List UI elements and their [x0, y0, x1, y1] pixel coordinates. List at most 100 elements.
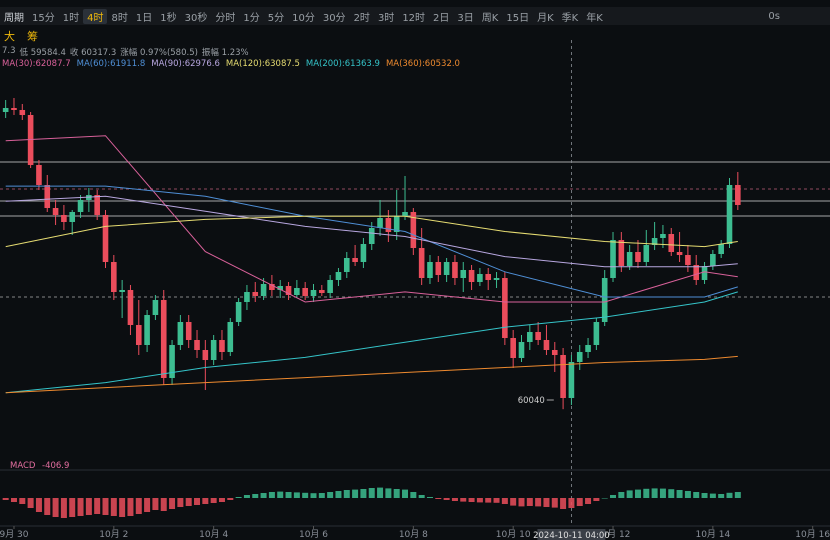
macd-bar	[734, 492, 741, 498]
interval-button[interactable]: 15分	[32, 12, 55, 24]
candle-body	[69, 212, 76, 222]
candle-body	[543, 340, 550, 350]
candle-body	[52, 208, 59, 215]
macd-bar	[426, 497, 433, 498]
macd-bar	[77, 498, 84, 516]
interval-button[interactable]: 30分	[322, 12, 346, 24]
candle-body	[360, 244, 367, 262]
macd-bar	[160, 498, 167, 511]
macd-bar	[518, 498, 525, 507]
interval-button[interactable]: 季K	[561, 12, 579, 24]
candle-body	[277, 286, 284, 290]
interval-button[interactable]: 1秒	[160, 12, 177, 24]
tool-button[interactable]: 筹	[27, 30, 38, 43]
x-tick-label: 10月 16	[795, 529, 830, 540]
candle-body	[427, 262, 433, 278]
interval-button[interactable]: 30秒	[184, 12, 208, 24]
interval-button[interactable]: 年K	[586, 12, 603, 24]
macd-bar	[360, 489, 367, 498]
candle-body	[576, 352, 583, 362]
interval-button[interactable]: 4时	[83, 8, 108, 24]
macd-bar	[701, 493, 708, 498]
macd-bar	[618, 492, 625, 498]
candle-body	[61, 215, 67, 222]
candle-body	[343, 258, 350, 272]
crosshair-label: 2024-10-11 04:00	[533, 531, 610, 540]
info-item: 收 60317.3	[69, 48, 117, 58]
ma-line	[5, 291, 738, 394]
interval-button[interactable]: 10分	[292, 12, 315, 24]
candle-body	[77, 200, 84, 212]
candle-body	[618, 240, 625, 266]
candle-body	[701, 266, 708, 280]
candle-body	[485, 274, 492, 280]
macd-bar	[668, 489, 675, 498]
macd-bar	[302, 492, 309, 498]
legend-entry: MA(90):62976.6	[151, 59, 220, 69]
candle-body	[560, 355, 566, 398]
macd-bar	[576, 498, 583, 506]
candle-body	[202, 350, 209, 360]
macd-bar	[343, 490, 350, 498]
x-tick-label: 10月 12	[596, 529, 631, 540]
candle-body	[310, 290, 317, 296]
interval-button[interactable]: 3时	[377, 12, 395, 24]
info-item: 振幅 1.23%	[201, 48, 249, 58]
candle-body	[177, 322, 184, 345]
candle-body	[610, 240, 616, 278]
candle-body	[94, 195, 100, 215]
candle-body	[335, 272, 342, 280]
info-item: 涨幅 0.97%(580.5)	[120, 48, 198, 58]
macd-bar	[352, 489, 359, 498]
candle-body	[527, 332, 533, 342]
macd-bar	[60, 498, 67, 518]
macd-bar	[593, 498, 600, 501]
interval-button[interactable]: 15日	[506, 12, 530, 24]
macd-bar	[152, 498, 159, 510]
interval-button[interactable]: 12时	[402, 12, 426, 24]
candle-body	[435, 262, 442, 275]
macd-bar	[210, 498, 217, 503]
tool-button[interactable]: 大	[4, 30, 15, 43]
macd-value: -406.9	[42, 461, 69, 471]
candle-body	[44, 185, 51, 208]
interval-button[interactable]: 1时	[62, 12, 80, 24]
candle-body	[676, 252, 683, 255]
candle-body	[319, 290, 325, 293]
candle-body	[260, 284, 267, 296]
candle-body	[127, 290, 134, 325]
interval-button[interactable]: 1分	[243, 12, 260, 24]
interval-button[interactable]: 5分	[267, 12, 285, 24]
interval-button[interactable]: 分时	[215, 12, 236, 24]
interval-button[interactable]: 2时	[353, 12, 370, 24]
candle-body	[452, 262, 458, 278]
interval-button[interactable]: 月K	[537, 12, 554, 24]
macd-bar	[510, 498, 517, 506]
macd-bar	[110, 498, 117, 516]
macd-bar	[684, 491, 691, 498]
interval-button[interactable]: 1日	[135, 12, 153, 24]
x-tick-label: 10月 14	[695, 529, 730, 540]
x-tick-label: 10月 4	[199, 529, 228, 540]
macd-bar	[177, 498, 184, 507]
interval-button[interactable]: 周K	[481, 12, 499, 24]
ma-line	[5, 215, 738, 248]
x-tick-label: 10月 10	[496, 529, 531, 540]
candle-body	[402, 212, 408, 216]
macd-bar	[526, 498, 533, 506]
interval-button[interactable]: 2日	[433, 12, 450, 24]
candle-body	[477, 274, 483, 282]
macd-bar	[227, 498, 234, 500]
interval-button[interactable]: 8时	[111, 12, 128, 24]
macd-bar	[52, 498, 59, 517]
macd-bar	[368, 488, 375, 498]
candle-body	[135, 325, 142, 345]
candle-body	[152, 300, 159, 315]
macd-bar	[460, 498, 467, 502]
legend-entry: MA(60):61911.8	[76, 59, 146, 69]
ma-line	[5, 135, 738, 303]
interval-button[interactable]: 3日	[457, 12, 474, 24]
macd-bar	[693, 492, 700, 498]
macd-bar	[194, 498, 201, 505]
macd-bar	[268, 492, 275, 498]
